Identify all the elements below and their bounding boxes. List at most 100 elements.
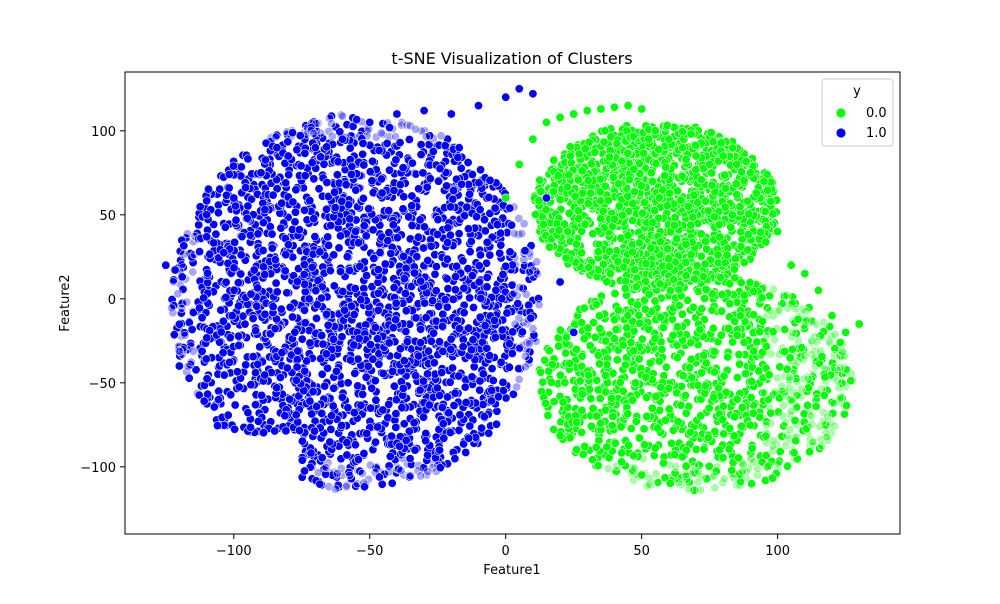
point-0 [778,298,788,308]
point-0 [729,264,739,274]
point-0 [801,315,811,325]
point-1 [477,423,487,433]
point-1 [524,267,534,277]
point-0 [627,247,637,257]
point-0 [686,129,696,139]
point-1 [399,192,409,202]
point-0 [681,154,691,164]
point-1 [421,132,431,142]
point-1 [299,305,309,315]
point-0 [736,227,746,237]
point-1 [322,363,332,373]
point-1 [383,236,393,246]
point-1 [524,339,534,349]
point-0 [687,373,697,383]
point-1 [423,255,433,265]
point-1 [234,382,244,392]
point-1 [492,220,502,230]
point-1 [310,426,320,436]
point-0 [655,237,665,247]
point-1 [467,372,477,382]
point-1 [356,295,366,305]
point-0 [579,303,589,313]
point-1 [502,308,512,318]
point-1 [534,300,544,310]
point-1 [442,302,452,312]
point-0 [548,187,558,197]
point-0 [720,170,730,180]
point-1 [392,233,402,243]
point-0 [803,400,813,410]
point-0 [735,359,745,369]
point-1 [389,185,399,195]
point-0 [646,168,656,178]
point-0 [830,329,840,339]
point-1 [233,278,243,288]
point-0 [768,209,778,219]
point-1 [458,256,468,266]
point-1 [507,220,517,230]
point-0 [591,300,601,310]
point-1 [183,361,193,371]
point-0 [741,156,751,166]
point-1 [333,157,343,167]
point-1 [337,196,347,206]
point-1 [510,319,520,329]
point-1 [227,311,237,321]
point-1 [482,282,492,292]
point-1 [413,232,423,242]
point-1 [229,263,239,273]
point-1 [497,294,507,304]
point-1 [350,283,360,293]
point-0 [616,422,626,432]
point-1 [203,268,213,278]
point-0 [756,227,766,237]
point-0 [846,376,856,386]
point-1 [246,380,256,390]
point-0 [623,231,633,241]
point-1 [312,401,322,411]
point-1 [374,472,384,482]
point-1 [321,349,331,359]
point-0 [600,405,610,415]
point-0 [740,369,750,379]
point-1 [454,371,464,381]
point-0 [657,344,667,354]
point-1 [209,238,219,248]
point-1 [276,223,286,233]
point-1 [399,251,409,261]
point-0 [571,344,581,354]
point-1 [280,266,290,276]
point-1 [342,252,352,262]
point-0 [602,277,612,287]
point-0 [787,344,797,354]
point-0 [577,427,587,437]
point-1 [490,203,500,213]
point-0 [565,151,575,161]
point-0 [662,121,672,131]
point-0 [748,408,758,418]
point-1 [237,232,247,242]
point-0 [743,196,753,206]
point-1 [197,346,207,356]
point-0 [645,358,655,368]
point-1 [363,361,373,371]
point-0 [671,462,681,472]
point-1 [405,471,415,481]
point-1 [307,409,317,419]
point-0 [677,309,687,319]
point-1 [399,274,409,284]
point-1 [311,313,321,323]
point-0 [571,239,581,249]
point-1 [480,226,490,236]
point-1 [287,128,297,138]
point-0 [674,301,684,311]
point-0 [641,259,651,269]
point-0 [736,278,746,288]
point-0 [681,461,691,471]
point-1 [329,383,339,393]
point-0 [595,187,605,197]
point-0 [591,442,601,452]
point-1 [415,215,425,225]
point-0 [629,164,639,174]
